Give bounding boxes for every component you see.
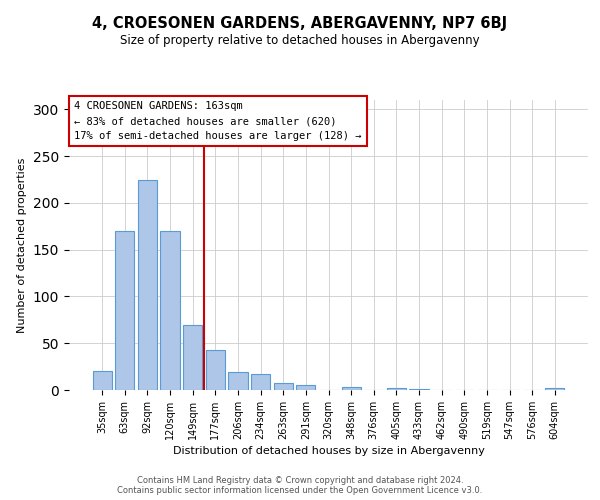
Bar — [274, 382, 293, 390]
X-axis label: Distribution of detached houses by size in Abergavenny: Distribution of detached houses by size … — [173, 446, 484, 456]
Bar — [138, 180, 157, 390]
Bar — [387, 388, 406, 390]
Bar — [545, 388, 565, 390]
Bar — [409, 389, 428, 390]
Y-axis label: Number of detached properties: Number of detached properties — [17, 158, 28, 332]
Bar — [341, 387, 361, 390]
Text: Contains HM Land Registry data © Crown copyright and database right 2024.: Contains HM Land Registry data © Crown c… — [137, 476, 463, 485]
Bar — [160, 231, 180, 390]
Text: Size of property relative to detached houses in Abergavenny: Size of property relative to detached ho… — [120, 34, 480, 47]
Bar — [183, 324, 202, 390]
Bar — [206, 350, 225, 390]
Text: Contains public sector information licensed under the Open Government Licence v3: Contains public sector information licen… — [118, 486, 482, 495]
Bar — [92, 372, 112, 390]
Bar — [229, 372, 248, 390]
Bar — [115, 231, 134, 390]
Text: 4, CROESONEN GARDENS, ABERGAVENNY, NP7 6BJ: 4, CROESONEN GARDENS, ABERGAVENNY, NP7 6… — [92, 16, 508, 31]
Text: 4 CROESONEN GARDENS: 163sqm
← 83% of detached houses are smaller (620)
17% of se: 4 CROESONEN GARDENS: 163sqm ← 83% of det… — [74, 102, 362, 141]
Bar — [296, 386, 316, 390]
Bar — [251, 374, 270, 390]
